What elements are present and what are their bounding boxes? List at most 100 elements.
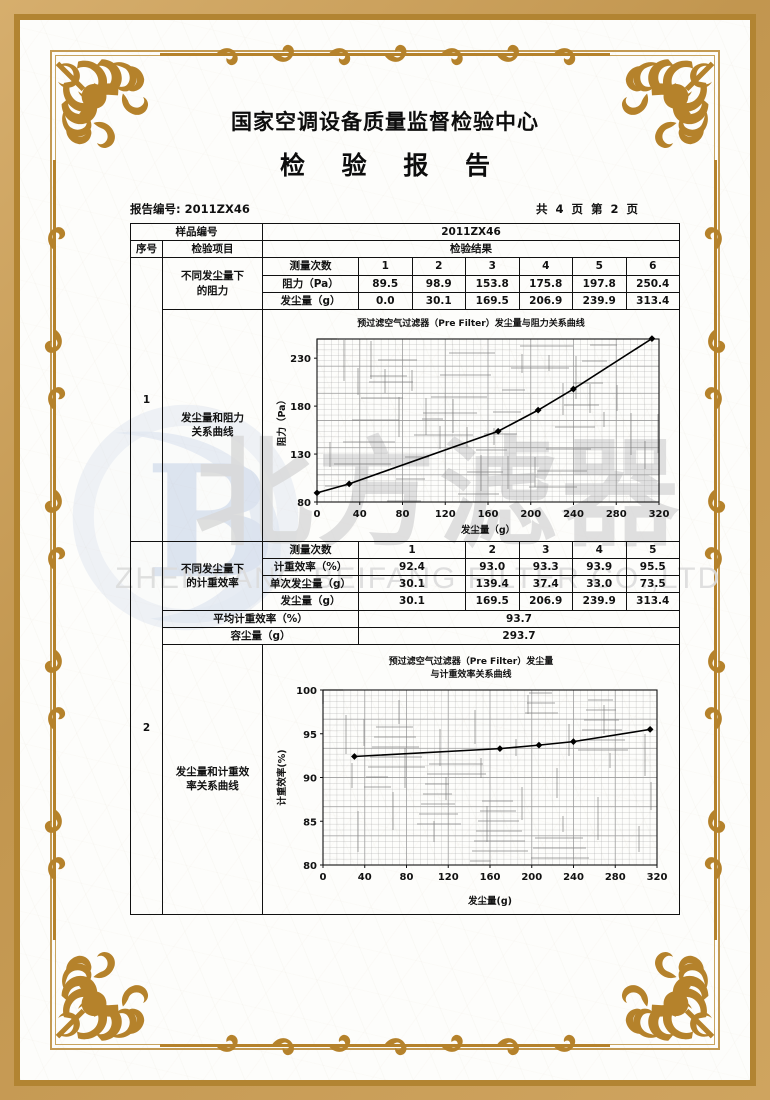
chart1-svg: 0 40 80 120 160 200 240 280 320 80 130 180 230 发尘量（g）… [276,335,670,536]
col-header-result: 检验结果 [262,240,680,259]
section1-chart-label: 发尘量和阻力 关系曲线 [162,308,263,542]
table-row: 计重效率（%） 92.4 93.0 93.3 93.9 95.5 [131,558,680,577]
title-block: 国家空调设备质量监督检验中心 检 验 报 告 [20,20,750,182]
chart-resistance-vs-dust: 预过滤空气过滤器（Pre Filter）发尘量与阻力关系曲线 0 40 80 120 1… [262,308,680,542]
cell-dust: 30.1 [411,291,466,310]
cell-resistance: 89.5 [358,274,413,293]
svg-text:160: 160 [480,872,501,883]
cell-dust: 206.9 [518,592,573,611]
cell-measure-no: 1 [358,257,413,276]
chart1-wrap: 预过滤空气过滤器（Pre Filter）发尘量与阻力关系曲线 0 40 80 120 1… [263,314,679,536]
section1-item-line1: 不同发尘量下 [181,270,244,283]
svg-text:80: 80 [400,872,414,883]
svg-text:95: 95 [303,730,317,741]
row-label-measure-no: 测量次数 [262,540,359,560]
cell-single-dust: 73.5 [625,575,680,594]
table-row: 样品编号 2011ZX46 [130,222,680,242]
cell-efficiency: 93.3 [518,558,573,577]
section2-index: 2 [130,540,163,915]
svg-text:阻力（Pa）: 阻力（Pa） [276,395,288,446]
chart2-title: 预过滤空气过滤器（Pre Filter）发尘量 与计重效率关系曲线 [263,652,679,682]
svg-text:40: 40 [353,509,367,520]
chart2-svg: 0 40 80 120 160 200 240 280 320 80 85 90 95 100 发尘量(g)… [276,686,667,907]
cell-dust: 239.9 [572,291,627,310]
svg-text:180: 180 [290,402,311,413]
table-row: 发尘量（g） 0.0 30.1 169.5 206.9 239.9 313.4 [131,291,680,310]
edge-ornament-icon [702,160,728,940]
svg-text:200: 200 [521,872,542,883]
certificate-paper: B 北方滤器 ZHENJIANG BEIFANG FILTER CO.,LTD … [20,20,750,1080]
corner-ornament-icon [38,38,156,156]
svg-text:320: 320 [649,509,670,520]
chart1-title: 预过滤空气过滤器（Pre Filter）发尘量与阻力关系曲线 [357,319,585,330]
cell-measure-no: 4 [518,257,573,276]
cell-measure-no: 6 [625,257,680,276]
table-row: 单次发尘量（g） 30.1 139.4 37.4 33.0 73.5 [131,575,680,594]
edge-ornament-icon [42,160,68,940]
report-document: 国家空调设备质量监督检验中心 检 验 报 告 报告编号: 2011ZX46 共 … [20,20,750,1080]
row-label-resistance: 阻力（Pa） [262,274,359,293]
section1-item-label: 不同发尘量下 的阻力 [162,257,263,310]
edge-ornament-icon [160,42,610,68]
gold-rule-outer [50,50,720,1050]
cell-dust: 313.4 [625,291,680,310]
svg-text:240: 240 [563,509,584,520]
table-row: 平均计重效率（%） 93.7 [131,609,680,628]
chart2-title-line1: 预过滤空气过滤器（Pre Filter）发尘量 [388,656,554,667]
cell-measure-no: 2 [465,540,520,560]
corner-ornament-icon [614,944,732,1062]
cell-dust: 239.9 [572,592,627,611]
cell-measure-no: 3 [465,257,520,276]
table-row: 2 不同发尘量下 的计重效率 测量次数 1 2 3 4 5 [130,540,680,915]
edge-ornament-icon [160,1032,610,1058]
cell-single-dust: 139.4 [465,575,520,594]
row-label-single-dust: 单次发尘量（g） [262,575,359,594]
cell-resistance: 175.8 [518,274,573,293]
svg-text:90: 90 [303,773,317,784]
cell-dust: 169.5 [465,291,520,310]
cell-dust: 0.0 [358,291,413,310]
chart2-title-line2: 与计重效率关系曲线 [430,669,512,680]
cell-efficiency: 92.4 [358,558,466,577]
avg-efficiency-label: 平均计重效率（%） [162,609,359,628]
table-row: 发尘量和阻力 关系曲线 预过滤空气过滤器（Pre Filter）发尘量与阻力关系… [131,308,680,542]
cell-measure-no: 4 [572,540,627,560]
cell-measure-no: 5 [625,540,680,560]
sample-no-label: 样品编号 [130,222,263,242]
svg-text:100: 100 [296,686,317,697]
cell-efficiency: 93.0 [465,558,520,577]
svg-text:130: 130 [290,450,311,461]
svg-text:120: 120 [435,509,456,520]
row-label-measure-no: 测量次数 [262,257,359,276]
meta-row: 报告编号: 2011ZX46 共 4 页 第 2 页 [130,201,640,217]
cell-dust: 30.1 [358,592,466,611]
section2-item-line2: 的计重效率 [186,576,239,589]
cell-dust: 169.5 [465,592,520,611]
cell-resistance: 250.4 [625,274,680,293]
cell-single-dust: 30.1 [358,575,466,594]
row-label-dust: 发尘量（g） [262,592,359,611]
table-row: 序号 检验项目 检验结果 [130,240,680,259]
corner-ornament-icon [38,944,156,1062]
dust-capacity-value: 293.7 [358,626,680,645]
cell-dust: 313.4 [625,592,680,611]
table-row: 发尘量和计重效 率关系曲线 预过滤空气过滤器（Pre Filter）发尘量 与计… [131,643,680,915]
table-row: 1 不同发尘量下 的阻力 测量次数 1 2 3 4 5 6 [130,257,680,542]
svg-text:85: 85 [303,817,317,828]
chart2-wrap: 预过滤空气过滤器（Pre Filter）发尘量 与计重效率关系曲线 0 40 80 1… [263,652,679,907]
cell-single-dust: 37.4 [518,575,573,594]
report-number: 报告编号: 2011ZX46 [130,202,250,216]
svg-text:0: 0 [314,509,321,520]
section1-index: 1 [130,257,163,542]
svg-text:120: 120 [438,872,459,883]
svg-text:发尘量（g）: 发尘量（g） [460,524,515,536]
row-label-dust: 发尘量（g） [262,291,359,310]
section1-chart-label-line1: 发尘量和阻力 [181,412,244,425]
cell-measure-no: 3 [518,540,573,560]
cell-dust: 206.9 [518,291,573,310]
svg-text:0: 0 [320,872,327,883]
svg-text:160: 160 [478,509,499,520]
svg-text:280: 280 [606,509,627,520]
svg-text:80: 80 [303,861,317,872]
